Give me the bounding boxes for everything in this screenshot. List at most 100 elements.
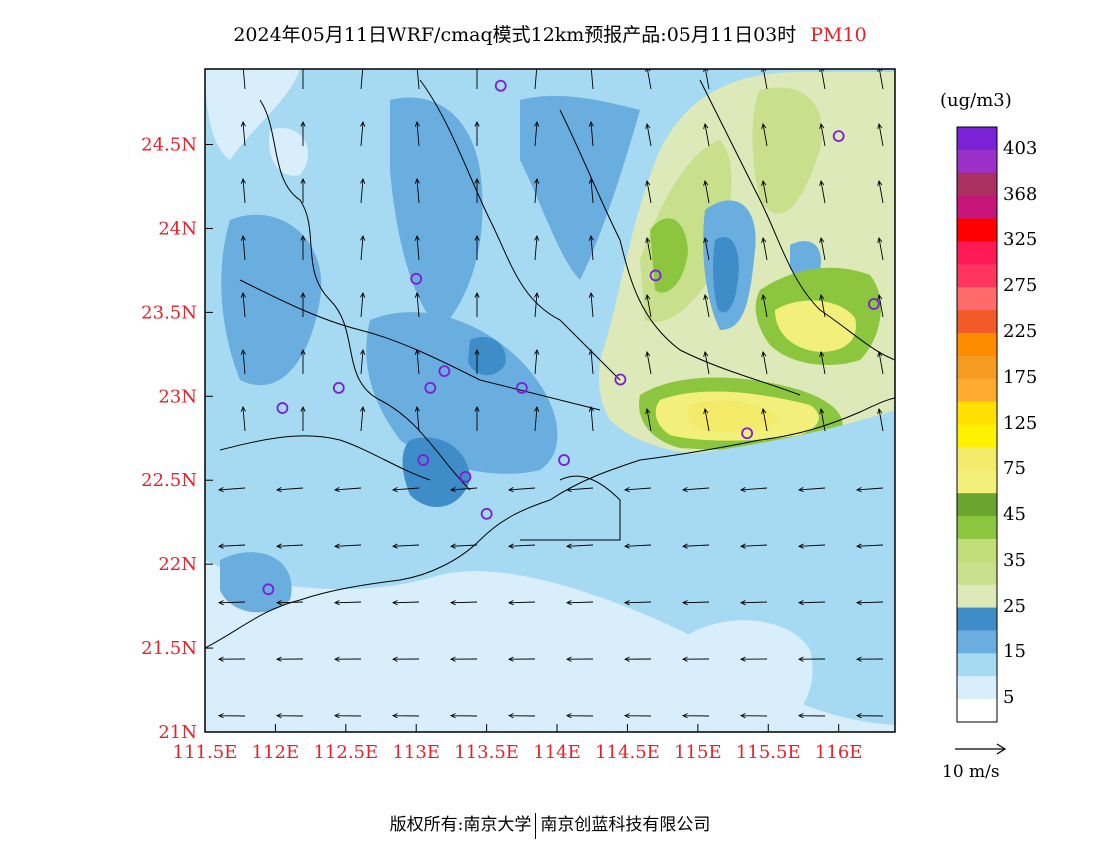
wind-arrow xyxy=(534,120,540,147)
x-tick-label: 113.5E xyxy=(454,742,519,763)
wind-arrow xyxy=(507,543,536,549)
wind-arrow xyxy=(333,600,362,606)
wind-arrow xyxy=(739,600,768,606)
x-tick-label: 114.5E xyxy=(595,742,660,763)
wind-arrow xyxy=(623,656,652,662)
wind-arrow xyxy=(739,713,768,719)
wind-arrow xyxy=(360,120,366,147)
wind-arrow xyxy=(474,69,480,89)
wind-arrow xyxy=(391,656,420,662)
colorbar-swatch xyxy=(957,310,997,334)
wind-arrow xyxy=(360,405,366,432)
x-tick-label: 111.5E xyxy=(173,742,238,763)
wind-arrow xyxy=(449,543,478,549)
wind-arrow xyxy=(240,405,246,432)
station-marker xyxy=(276,402,289,414)
station-marker xyxy=(438,365,451,378)
wind-arrow xyxy=(474,120,480,146)
wind-arrow xyxy=(819,350,826,375)
colorbar-swatch xyxy=(957,218,997,242)
variable-label: PM10 xyxy=(810,24,867,46)
wind-arrow xyxy=(414,69,420,90)
wind-vectors xyxy=(217,69,884,719)
colorbar-label: 15 xyxy=(1003,641,1026,663)
x-tick-label: 116E xyxy=(815,742,863,763)
colorbar-swatch xyxy=(957,241,997,265)
colorbar-swatch xyxy=(957,470,997,494)
wind-arrow xyxy=(855,600,884,606)
field-band-west xyxy=(221,214,322,386)
station-marker xyxy=(741,427,754,440)
station-marker xyxy=(262,583,275,596)
wind-arrow xyxy=(275,713,304,719)
wind-arrow xyxy=(333,487,362,493)
station-marker xyxy=(558,454,570,466)
wind-arrow xyxy=(534,405,540,432)
colorbar-swatch xyxy=(957,699,997,723)
wind-arrow xyxy=(877,179,884,204)
wind-arrow xyxy=(703,293,710,318)
wind-arrow xyxy=(300,291,306,317)
field-band-delta xyxy=(366,312,558,474)
colorbar-label: 403 xyxy=(1003,137,1038,159)
wind-arrow xyxy=(877,236,884,261)
wind-arrow xyxy=(703,350,710,375)
colorbar-swatch xyxy=(957,378,997,403)
wind-arrow xyxy=(623,713,652,719)
field-blue-intrusion-core xyxy=(713,236,739,313)
wind-arrow xyxy=(300,405,306,431)
wind-arrow xyxy=(240,234,246,261)
colorbar-swatch xyxy=(957,149,997,174)
wind-arrow xyxy=(877,407,884,432)
wind-arrow xyxy=(275,487,304,493)
colorbar-swatch xyxy=(957,607,997,631)
wind-arrow xyxy=(449,656,478,662)
y-tick-label: 23N xyxy=(158,386,197,407)
wind-arrow xyxy=(819,179,826,204)
wind-arrow xyxy=(414,405,420,432)
colorbar-swatch xyxy=(957,424,997,448)
wind-arrow xyxy=(333,713,362,719)
wind-arrow xyxy=(360,69,366,90)
title-text: 2024年05月11日WRF/cmaq模式12km预报产品:05月11日03时 xyxy=(233,24,797,46)
wind-arrow xyxy=(855,656,884,662)
wind-arrow xyxy=(333,543,362,549)
boundary-4 xyxy=(699,79,895,361)
colorbar-swatch xyxy=(957,355,997,380)
boundary-1 xyxy=(259,99,471,491)
field-nw-light xyxy=(205,69,300,160)
colorbar-swatch xyxy=(957,401,997,425)
wind-arrow xyxy=(360,234,366,261)
wind-arrow xyxy=(449,487,478,493)
wind-arrow xyxy=(300,120,306,146)
boundary-3 xyxy=(559,109,801,396)
wind-arrow xyxy=(761,122,768,147)
wind-arrow xyxy=(588,177,594,204)
field-shanwei-core xyxy=(687,400,780,432)
footer-right: 南京创蓝科技有限公司 xyxy=(540,815,711,835)
wind-arrow xyxy=(877,293,884,318)
colorbar-label: 75 xyxy=(1003,458,1026,480)
wind-arrow xyxy=(645,236,652,261)
colorbar-swatch xyxy=(957,172,997,197)
wind-arrow xyxy=(819,122,826,147)
colorbar-label: 35 xyxy=(1003,549,1026,571)
wind-arrow xyxy=(391,543,420,549)
boundary-6 xyxy=(219,435,431,481)
field-jieyang-yellow xyxy=(775,300,856,352)
colorbar-swatch xyxy=(957,516,997,540)
colorbar-swatch xyxy=(957,287,997,311)
bay-outline xyxy=(520,475,621,541)
colorbar-frame xyxy=(956,126,998,723)
wind-arrow xyxy=(681,713,710,719)
wind-arrow xyxy=(761,350,768,375)
wind-arrow xyxy=(507,656,536,662)
station-marker xyxy=(417,454,430,466)
wind-arrow xyxy=(797,656,826,662)
wind-arrow xyxy=(645,293,652,318)
wind-arrow xyxy=(761,179,768,204)
wind-arrow xyxy=(588,405,594,432)
field-ocean-light-2 xyxy=(676,620,813,732)
wind-arrow xyxy=(623,487,652,493)
